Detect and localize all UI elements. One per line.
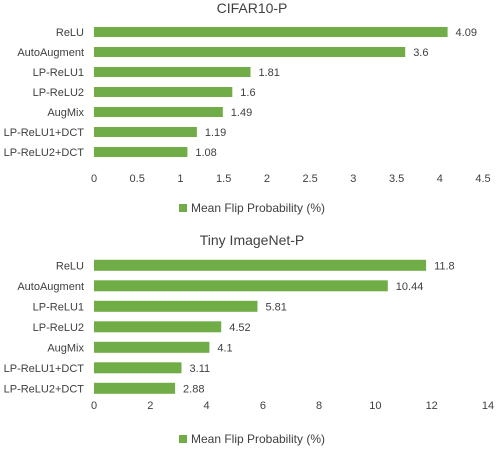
category-label: AugMix	[47, 342, 84, 354]
bar	[94, 147, 188, 157]
legend: Mean Flip Probability (%)	[0, 201, 504, 215]
bar	[94, 87, 233, 97]
category-label: AutoAugment	[17, 47, 84, 59]
chart-tiny-imagenet-p: Tiny ImageNet-P ReLU 11.8 AutoAugment 10.44…	[0, 225, 504, 450]
bar	[94, 127, 197, 137]
data-label: 2.88	[183, 383, 204, 395]
data-label: 10.44	[396, 281, 424, 293]
bar	[94, 300, 258, 312]
x-tick-label: 6	[260, 400, 266, 412]
data-label: 4.1	[217, 342, 232, 354]
bar	[94, 27, 448, 37]
category-label: LP-ReLU2+DCT	[4, 383, 85, 395]
category-label: AugMix	[47, 107, 84, 119]
data-label: 11.8	[434, 260, 455, 272]
legend-swatch	[178, 204, 187, 212]
category-label: LP-ReLU2	[33, 87, 84, 99]
chart-title: Tiny ImageNet-P	[199, 232, 305, 248]
category-label: LP-ReLU1	[33, 67, 84, 79]
category-label: AutoAugment	[17, 281, 84, 293]
x-tick-label: 3	[350, 173, 356, 185]
data-label: 1.81	[258, 67, 279, 79]
data-label: 4.52	[229, 322, 250, 334]
x-tick-label: 0.5	[130, 173, 145, 185]
data-label: 1.6	[240, 87, 255, 99]
plot-area: ReLU 4.09 AutoAugment 3.6 LP-ReLU1 1.81 LP-ReL…	[4, 27, 491, 185]
category-label: LP-ReLU1+DCT	[4, 363, 85, 375]
category-label: LP-ReLU1	[33, 301, 84, 313]
data-label: 1.19	[205, 127, 226, 139]
x-tick-label: 4	[437, 173, 443, 185]
x-tick-label: 12	[426, 400, 438, 412]
x-tick-label: 2	[147, 400, 153, 412]
category-label: LP-ReLU2	[33, 322, 84, 334]
data-label: 3.6	[413, 47, 428, 59]
x-tick-label: 8	[316, 400, 322, 412]
chart-cifar10-p: CIFAR10-P ReLU 4.09 AutoAugment 3.6 LP-ReLU1…	[0, 0, 504, 215]
x-tick-label: 2.5	[302, 173, 317, 185]
x-tick-label: 0	[91, 173, 97, 185]
x-tick-label: 0	[91, 400, 97, 412]
x-tick-label: 4.5	[475, 173, 490, 185]
bar	[94, 280, 388, 292]
legend-label: Mean Flip Probability (%)	[190, 201, 326, 215]
data-label: 3.11	[190, 363, 211, 375]
bar	[94, 259, 427, 271]
x-tick-label: 1	[177, 173, 183, 185]
x-tick-label: 10	[369, 400, 381, 412]
legend: Mean Flip Probability (%)	[0, 432, 504, 446]
legend-swatch	[178, 435, 187, 443]
bar	[94, 67, 251, 77]
category-label: ReLU	[56, 260, 84, 272]
x-tick-label: 4	[204, 400, 210, 412]
category-label: LP-ReLU1+DCT	[4, 127, 85, 139]
category-label: LP-ReLU2+DCT	[4, 147, 85, 159]
x-tick-label: 3.5	[389, 173, 404, 185]
data-label: 1.49	[231, 107, 252, 119]
x-tick-label: 2	[264, 173, 270, 185]
chart-title: CIFAR10-P	[216, 0, 288, 16]
x-tick-label: 14	[482, 400, 494, 412]
bar	[94, 382, 176, 394]
data-label: 4.09	[456, 27, 477, 39]
bar	[94, 341, 210, 353]
data-label: 1.08	[195, 147, 216, 159]
x-tick-label: 1.5	[216, 173, 231, 185]
bar	[94, 107, 223, 117]
bar	[94, 321, 222, 333]
legend-label: Mean Flip Probability (%)	[190, 432, 326, 446]
plot-area: ReLU 11.8 AutoAugment 10.44 LP-ReLU1 5.81 LP-R…	[4, 259, 494, 412]
bar	[94, 47, 406, 57]
data-label: 5.81	[266, 301, 287, 313]
category-label: ReLU	[56, 27, 84, 39]
bar	[94, 362, 182, 374]
